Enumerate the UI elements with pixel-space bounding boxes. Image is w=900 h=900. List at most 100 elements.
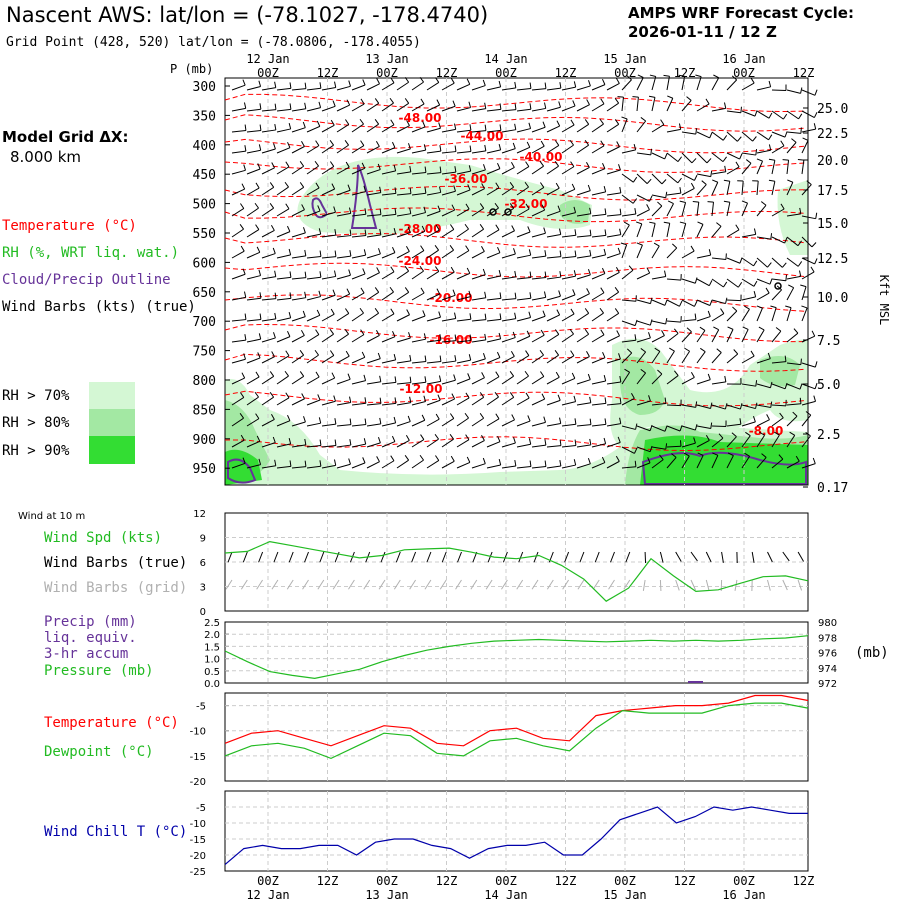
pressure-tick-label: 750 (193, 345, 216, 360)
wind-barb-shaft (546, 145, 560, 154)
temperature-line (224, 694, 809, 747)
wind-barb-flag (649, 221, 656, 224)
wind-barb-shaft (486, 396, 499, 406)
wind-barb-shaft (396, 270, 409, 280)
wind-barb-flag (359, 307, 364, 314)
wind-barb-shaft (231, 130, 246, 133)
wind-barb-shaft (381, 233, 396, 238)
wind-barb-flag (269, 203, 275, 209)
wind-barb-flag (574, 250, 577, 257)
wind-barb-flag (659, 454, 664, 460)
wind-barb-shaft (546, 445, 561, 448)
wind-barb-shaft (786, 415, 798, 427)
wind-barbs-true-label: Wind Barbs (true) (44, 555, 187, 571)
wind-barb-shaft (441, 398, 455, 406)
wind-barb-flag (673, 328, 679, 334)
wind-barb-flag (695, 401, 698, 408)
wind-barb-flag (784, 237, 788, 244)
wind-chill-tick: -15 (190, 835, 206, 846)
wind-barb-shaft (666, 203, 674, 217)
wind-barb-shaft (501, 129, 516, 133)
wind-barb-flag (758, 326, 765, 331)
wind-barb-shaft (441, 151, 456, 154)
wind-barb-shaft (531, 398, 545, 406)
wind-barb-flag (604, 208, 607, 215)
wind-barb-shaft (516, 254, 531, 259)
wind-barb-shaft (786, 275, 801, 280)
wind-barb-shaft (426, 172, 441, 175)
wind-barb-shaft (726, 455, 734, 469)
wind-barb-shaft (696, 455, 704, 469)
wind-barb-flag (303, 416, 306, 423)
wind-barb-shaft (756, 257, 768, 268)
wind-barb-flag (690, 182, 695, 189)
wind-barb-flag (768, 80, 772, 87)
wind-barb-shaft (621, 149, 636, 154)
wind-barb-flag (787, 179, 794, 183)
wind-barb-shaft (621, 371, 631, 385)
wind-barb-shaft (261, 253, 276, 259)
wind-barb-flag (374, 119, 380, 125)
wind-barb-shaft (741, 308, 750, 322)
wind-barb-shaft (336, 274, 351, 280)
wind-barb-flag (756, 158, 763, 162)
wind-barb-shaft (231, 417, 244, 427)
wind-barb-shaft (696, 184, 707, 196)
wind-barb-shaft (321, 275, 336, 280)
wind-barb-flag (759, 431, 765, 436)
grid-wind-barb (470, 579, 478, 590)
wind-barb-shaft (516, 108, 531, 112)
wind-barb-flag (540, 140, 545, 147)
wind-barb-shaft (561, 255, 576, 259)
wind-barb-flag (329, 328, 334, 335)
wind-barb-flag (526, 141, 531, 148)
wind-barb-flag (646, 267, 651, 274)
wind-barb-shaft (396, 171, 411, 175)
wind-barb-flag (542, 121, 546, 128)
wind-barb-shaft (321, 211, 336, 217)
wind-barb-shaft (606, 381, 621, 385)
legend-rh90: RH > 90% (2, 443, 70, 459)
wind-barb-shaft (726, 202, 731, 217)
wind-barb-shaft (666, 152, 679, 162)
wind-barb-flag (785, 274, 787, 281)
wind-barb-shaft (756, 404, 771, 408)
wind-barb-shaft (696, 379, 711, 385)
wind-barb-shaft (651, 351, 661, 364)
wind-barb-flag (258, 269, 262, 276)
wind-barb-shaft (411, 292, 425, 301)
wind-barb-flag (768, 144, 772, 151)
wind-barb-flag (813, 111, 818, 118)
wind-barb-shaft (636, 400, 651, 406)
wind-barb-shaft (366, 335, 380, 343)
pressure-label: Pressure (mb) (44, 663, 154, 679)
wind-barb-shaft (381, 170, 396, 175)
wind-barb-shaft (621, 213, 636, 217)
wind-barb-shaft (756, 434, 766, 448)
wind-barb-shaft (306, 314, 320, 322)
wind-barb-flag (468, 165, 472, 172)
grid-wind-barb (393, 579, 401, 590)
wind-barb-flag (349, 396, 352, 403)
wind-barb-flag (483, 164, 486, 171)
wind-barb-flag (744, 305, 750, 310)
wind-barb-shaft (366, 403, 381, 406)
wind-barb-shaft (351, 273, 366, 280)
wind-barb-shaft (291, 88, 306, 91)
wind-barb-shaft (786, 435, 796, 448)
wind-barb-shaft (516, 166, 530, 175)
wind-barb-shaft (291, 108, 306, 112)
wind-barb-flag (529, 271, 532, 278)
wind-barb-shaft (336, 166, 350, 175)
wind-barb-shaft (516, 317, 531, 322)
wind-barb-flag (514, 459, 517, 467)
wind-barb-shaft (516, 231, 531, 238)
wind-barb-flag (529, 103, 532, 110)
wind-barb-shaft (666, 76, 670, 91)
wind-barb-shaft (261, 419, 275, 427)
wind-barb-flag (318, 290, 322, 297)
wind-barb-flag (450, 266, 455, 273)
wind-barb-flag (603, 248, 607, 255)
wind-barb-flag (572, 289, 576, 296)
